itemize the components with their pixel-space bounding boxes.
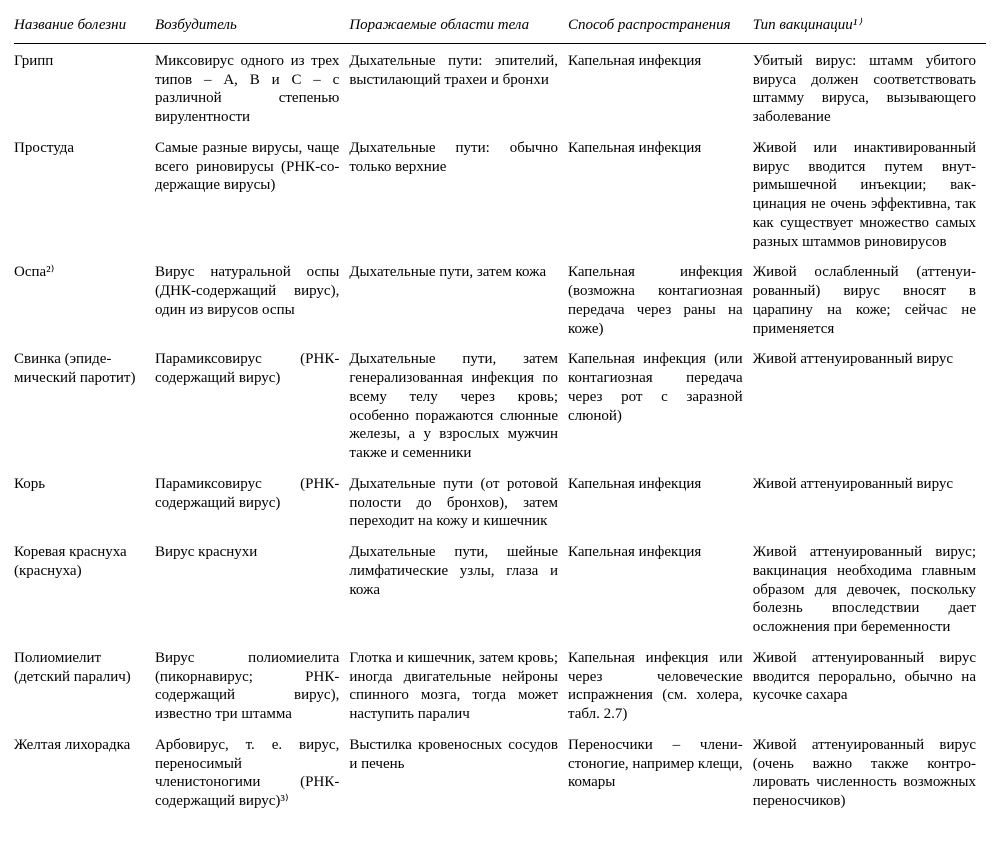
- cell-name: Коревая красну­ха (краснуха): [14, 535, 155, 641]
- cell-name: Оспа²⁾: [14, 255, 155, 342]
- diseases-table: Название болезни Возбудитель Поражаемые …: [14, 12, 986, 815]
- col-header-vaccine: Тип вакцинации¹⁾: [753, 12, 986, 43]
- page-container: Название болезни Возбудитель Поражаемые …: [0, 0, 1000, 835]
- cell-name: Свинка (эпиде­мический па­ротит): [14, 342, 155, 467]
- cell-areas: Дыхательные пути (от ротовой полости до …: [349, 467, 568, 535]
- cell-pathogen: Вирус краснухи: [155, 535, 349, 641]
- cell-spread: Капельная инфекция или через челове­ческ…: [568, 641, 753, 728]
- cell-vaccine: Живой ослабленный (аттенуи­рованный) вир…: [753, 255, 986, 342]
- cell-spread: Капельная инфекция (или контагиозная пер…: [568, 342, 753, 467]
- cell-vaccine: Живой аттенуированный вирус (очень важно…: [753, 728, 986, 815]
- cell-spread: Переносчики – члени­стоногие, например к…: [568, 728, 753, 815]
- table-row: Оспа²⁾ Вирус натуральной оспы (ДНК-содер…: [14, 255, 986, 342]
- table-row: Корь Парамиксовирус (РНК-содержащий виру…: [14, 467, 986, 535]
- cell-areas: Дыхательные пути, за­тем кожа: [349, 255, 568, 342]
- table-row: Грипп Миксовирус одного из трех типов – …: [14, 43, 986, 131]
- cell-pathogen: Вирус полиомиелита (пикорнавирус; РНК-со…: [155, 641, 349, 728]
- cell-pathogen: Парамиксовирус (РНК-содержащий вирус): [155, 342, 349, 467]
- cell-vaccine: Живой аттенуированный вирус: [753, 467, 986, 535]
- cell-name: Грипп: [14, 43, 155, 131]
- table-body: Грипп Миксовирус одного из трех типов – …: [14, 43, 986, 815]
- cell-spread: Капельная инфекция: [568, 467, 753, 535]
- table-header-row: Название болезни Возбудитель Поражаемые …: [14, 12, 986, 43]
- cell-vaccine: Убитый вирус: штамм убитого вируса долже…: [753, 43, 986, 131]
- cell-areas: Дыхательные пути, шей­ные лимфатические …: [349, 535, 568, 641]
- col-header-areas: Поражаемые области тела: [349, 12, 568, 43]
- cell-pathogen: Самые разные виру­сы, чаще всего ри­нови…: [155, 131, 349, 256]
- cell-spread: Капельная инфекция: [568, 535, 753, 641]
- cell-areas: Выстилка кровеносных сосудов и печень: [349, 728, 568, 815]
- cell-pathogen: Вирус натуральной оспы (ДНК-содер­жащий …: [155, 255, 349, 342]
- cell-spread: Капельная инфекция: [568, 131, 753, 256]
- col-header-spread: Способ распространения: [568, 12, 753, 43]
- table-row: Свинка (эпиде­мический па­ротит) Парамик…: [14, 342, 986, 467]
- cell-pathogen: Арбовирус, т. е. ви­рус, переносимый чле…: [155, 728, 349, 815]
- cell-spread: Капельная инфекция (возможна контаги­озн…: [568, 255, 753, 342]
- cell-name: Полиомиелит (детский пара­лич): [14, 641, 155, 728]
- cell-areas: Дыхательные пути: обыч­но только верхние: [349, 131, 568, 256]
- cell-pathogen: Миксовирус одного из трех типов – А, В и…: [155, 43, 349, 131]
- cell-areas: Дыхательные пути: эпи­телий, выстилающий…: [349, 43, 568, 131]
- col-header-name: Название болезни: [14, 12, 155, 43]
- cell-spread: Капельная инфекция: [568, 43, 753, 131]
- cell-pathogen: Парамиксовирус (РНК-содержащий вирус): [155, 467, 349, 535]
- cell-areas: Дыхательные пути, за­тем генерализованна…: [349, 342, 568, 467]
- table-row: Полиомиелит (детский пара­лич) Вирус пол…: [14, 641, 986, 728]
- cell-vaccine: Живой аттенуированный вирус вводится пер…: [753, 641, 986, 728]
- cell-name: Простуда: [14, 131, 155, 256]
- cell-vaccine: Живой аттенуированный вирус; вакцинация …: [753, 535, 986, 641]
- table-row: Простуда Самые разные виру­сы, чаще всег…: [14, 131, 986, 256]
- cell-areas: Глотка и кишечник, за­тем кровь; иногда …: [349, 641, 568, 728]
- table-row: Желтая лихо­радка Арбовирус, т. е. ви­ру…: [14, 728, 986, 815]
- cell-name: Корь: [14, 467, 155, 535]
- cell-vaccine: Живой аттенуированный вирус: [753, 342, 986, 467]
- table-row: Коревая красну­ха (краснуха) Вирус красн…: [14, 535, 986, 641]
- cell-vaccine: Живой или инактивированный вирус вводитс…: [753, 131, 986, 256]
- col-header-pathogen: Возбудитель: [155, 12, 349, 43]
- cell-name: Желтая лихо­радка: [14, 728, 155, 815]
